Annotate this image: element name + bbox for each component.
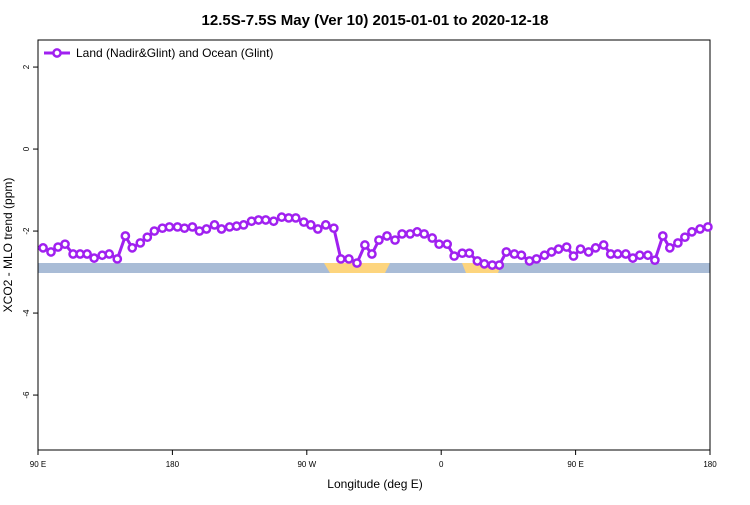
point bbox=[427, 233, 438, 243]
point bbox=[575, 244, 586, 254]
point bbox=[650, 255, 660, 266]
point bbox=[583, 247, 594, 257]
point bbox=[46, 247, 56, 257]
x-tick-label: 90 E bbox=[567, 460, 583, 469]
legend-label: Land (Nadir&Glint) and Ocean (Glint) bbox=[76, 46, 273, 60]
point bbox=[352, 258, 362, 268]
point bbox=[367, 249, 377, 259]
point bbox=[397, 229, 407, 239]
point bbox=[695, 224, 705, 234]
y-tick-label: -4 bbox=[22, 309, 31, 317]
point bbox=[305, 220, 316, 230]
point bbox=[38, 243, 48, 253]
point bbox=[634, 250, 645, 261]
point bbox=[464, 248, 475, 259]
x-tick-label: 90 E bbox=[30, 460, 46, 469]
point bbox=[531, 254, 542, 264]
x-tick-label: 90 W bbox=[297, 460, 316, 469]
point bbox=[664, 243, 675, 253]
point bbox=[680, 232, 690, 243]
point bbox=[390, 235, 400, 245]
x-tick-label: 180 bbox=[703, 460, 717, 469]
x-tick-label: 180 bbox=[166, 460, 180, 469]
y-tick-label: 2 bbox=[22, 64, 31, 69]
point bbox=[120, 231, 131, 241]
point bbox=[238, 220, 249, 230]
point bbox=[687, 227, 697, 237]
point bbox=[657, 231, 668, 241]
y-tick-label: 0 bbox=[22, 146, 31, 151]
point bbox=[494, 260, 505, 270]
y-tick-label: -6 bbox=[22, 391, 31, 399]
point bbox=[419, 229, 430, 239]
point bbox=[135, 238, 146, 248]
point bbox=[449, 251, 460, 261]
point bbox=[112, 254, 123, 264]
point bbox=[703, 222, 713, 232]
point bbox=[149, 226, 160, 236]
legend-marker bbox=[52, 48, 62, 58]
point bbox=[643, 250, 653, 261]
chart-title: 12.5S-7.5S May (Ver 10) 2015-01-01 to 20… bbox=[202, 12, 549, 29]
point bbox=[434, 239, 444, 250]
point bbox=[561, 242, 572, 252]
point bbox=[501, 247, 512, 257]
point bbox=[60, 239, 70, 250]
point bbox=[382, 231, 392, 241]
point bbox=[187, 222, 198, 232]
point bbox=[442, 239, 453, 250]
point bbox=[590, 243, 601, 253]
point bbox=[328, 223, 339, 234]
point bbox=[164, 222, 175, 232]
point bbox=[516, 250, 527, 261]
point bbox=[673, 238, 683, 248]
land-ocean-strip bbox=[38, 263, 710, 273]
point bbox=[82, 249, 92, 259]
point bbox=[313, 224, 323, 234]
land-segment bbox=[324, 263, 390, 273]
point bbox=[209, 220, 220, 230]
point bbox=[374, 235, 384, 245]
x-tick-label: 0 bbox=[439, 460, 444, 469]
point bbox=[553, 244, 564, 254]
point bbox=[260, 215, 271, 225]
point bbox=[479, 259, 490, 269]
x-axis-label: Longitude (deg E) bbox=[327, 477, 422, 491]
point bbox=[598, 240, 609, 250]
point bbox=[201, 224, 212, 234]
point bbox=[89, 253, 99, 263]
point bbox=[179, 223, 190, 234]
point bbox=[104, 249, 115, 259]
point bbox=[127, 243, 138, 253]
y-tick-label: -2 bbox=[22, 227, 31, 235]
point bbox=[568, 251, 579, 261]
point bbox=[142, 232, 153, 243]
point bbox=[335, 254, 346, 264]
point bbox=[268, 216, 279, 227]
point bbox=[320, 220, 331, 230]
point bbox=[612, 249, 623, 259]
point bbox=[344, 254, 354, 264]
point bbox=[216, 224, 227, 234]
plot-frame bbox=[37, 39, 711, 451]
point bbox=[290, 213, 301, 223]
point bbox=[360, 240, 370, 250]
point bbox=[620, 249, 631, 259]
y-axis-label: XCO2 - MLO trend (ppm) bbox=[1, 178, 15, 313]
